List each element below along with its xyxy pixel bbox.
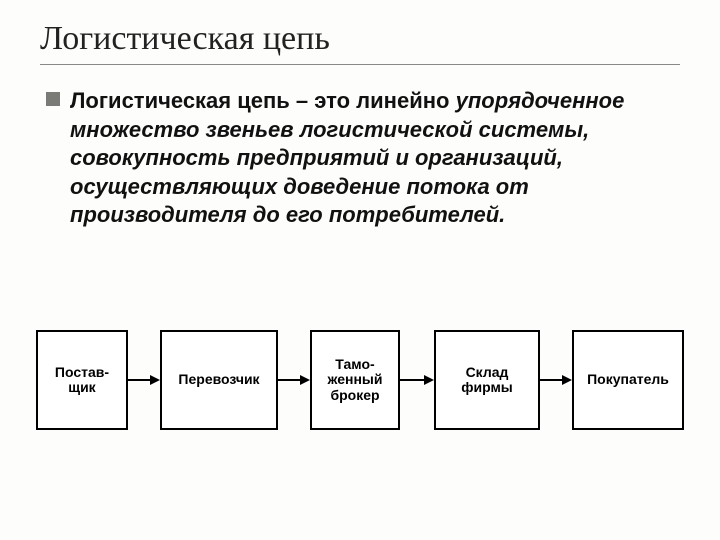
flow-node: Перевозчик	[160, 330, 278, 430]
definition-lead: Логистическая цепь – это линейно	[70, 88, 449, 113]
definition-text: Логистическая цепь – это линейно упорядо…	[70, 87, 650, 230]
arrow-right-icon	[400, 375, 434, 385]
definition-block: Логистическая цепь – это линейно упорядо…	[40, 87, 680, 230]
page-title: Логистическая цепь	[40, 20, 680, 65]
flow-node: Постав-щик	[36, 330, 128, 430]
arrow-right-icon	[540, 375, 572, 385]
flow-node: Покупатель	[572, 330, 684, 430]
flowchart-row: Постав-щик Перевозчик Тамо-женныйброкер Скл…	[36, 330, 684, 430]
slide: Логистическая цепь Логистическая цепь – …	[0, 0, 720, 540]
flow-node: Складфирмы	[434, 330, 540, 430]
arrow-right-icon	[128, 375, 160, 385]
flowchart: Постав-щик Перевозчик Тамо-женныйброкер Скл…	[0, 330, 720, 430]
arrow-right-icon	[278, 375, 310, 385]
flow-node: Тамо-женныйброкер	[310, 330, 400, 430]
bullet-square-icon	[46, 92, 60, 106]
